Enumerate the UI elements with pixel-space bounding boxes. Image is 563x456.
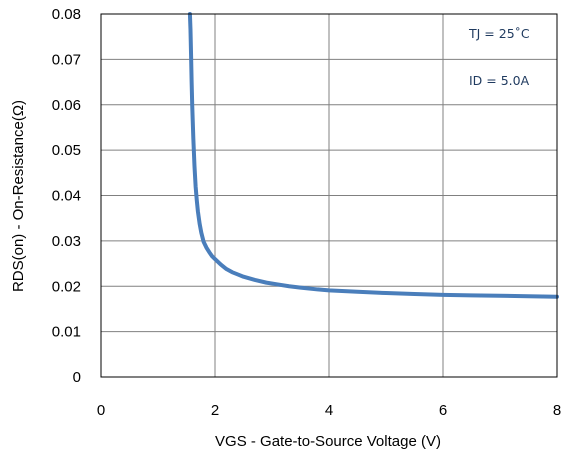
y-tick-label: 0.04 (52, 188, 81, 205)
annotation-temperature: TJ = 25˚C (468, 26, 530, 41)
x-tick-label: 6 (439, 402, 447, 419)
y-axis-title: RDS(on) - On-Resistance(Ω) (10, 100, 27, 292)
x-tick-labels: 0 2 4 6 8 (97, 402, 561, 419)
y-tick-labels: 0 0.01 0.02 0.03 0.04 0.05 0.06 0.07 0.08 (52, 6, 81, 386)
y-tick-label: 0.07 (52, 51, 81, 68)
y-tick-label: 0.03 (52, 233, 81, 250)
x-axis-title: VGS - Gate-to-Source Voltage (V) (215, 433, 441, 450)
y-tick-label: 0.05 (52, 142, 81, 159)
y-tick-label: 0.08 (52, 6, 81, 23)
annotation-drain-current: ID = 5.0A (469, 73, 530, 88)
x-tick-label: 2 (211, 402, 219, 419)
x-tick-label: 0 (97, 402, 105, 419)
series-layer (187, 12, 559, 299)
x-tick-label: 4 (325, 402, 333, 419)
grid-lines (100, 13, 558, 378)
y-tick-label: 0.01 (52, 324, 81, 341)
x-tick-label: 8 (553, 402, 561, 419)
y-tick-label: 0 (73, 369, 81, 386)
plot-frame (100, 13, 558, 378)
y-tick-label: 0.06 (52, 97, 81, 114)
series-line-0 (187, 12, 559, 299)
y-tick-label: 0.02 (52, 278, 81, 295)
